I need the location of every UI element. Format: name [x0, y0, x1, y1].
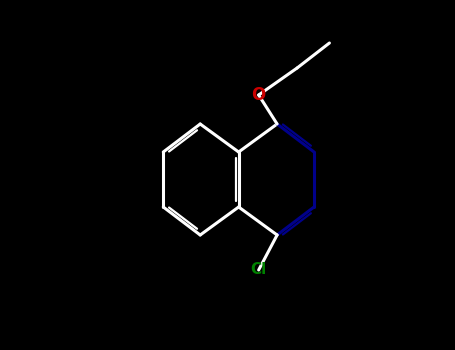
Text: Cl: Cl	[251, 262, 267, 278]
Text: O: O	[252, 86, 266, 104]
